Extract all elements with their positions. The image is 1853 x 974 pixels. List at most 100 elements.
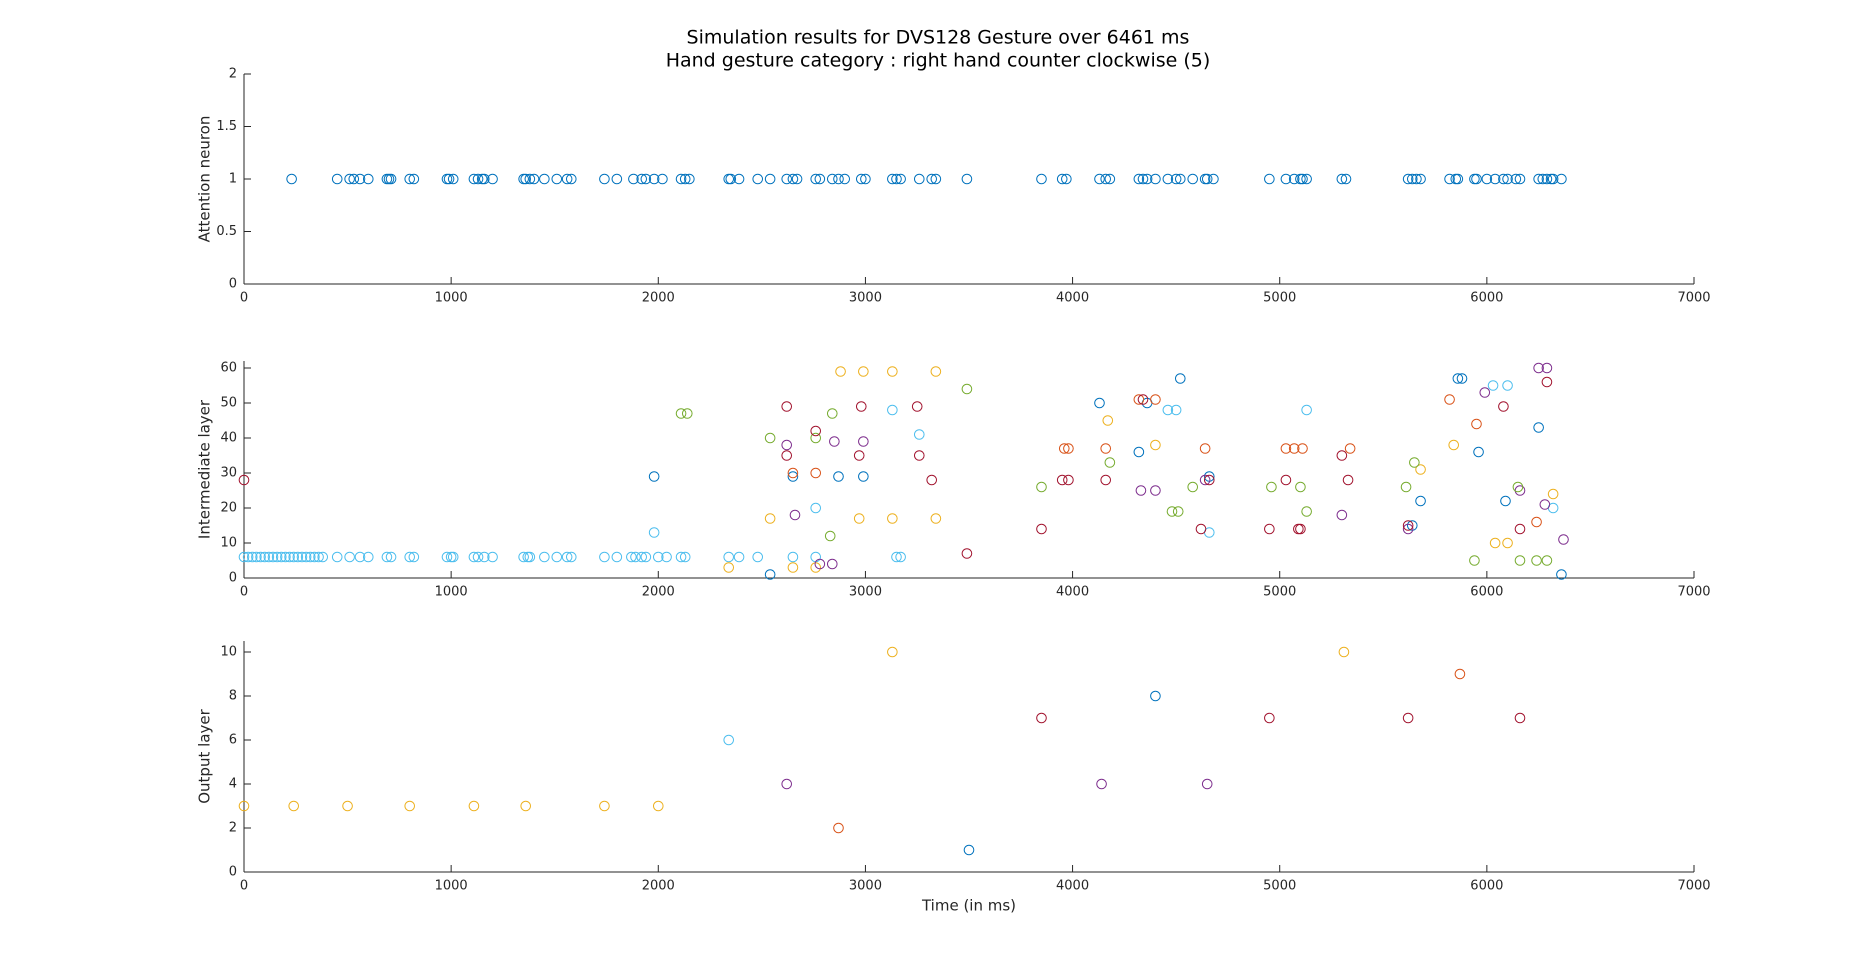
data-point	[447, 551, 459, 563]
data-point	[1533, 362, 1544, 374]
data-point	[853, 513, 865, 524]
y-axis-label: Attention neuron	[196, 116, 214, 243]
data-point	[752, 173, 764, 185]
data-point	[1541, 362, 1553, 374]
data-point	[1402, 523, 1414, 535]
data-point	[648, 471, 660, 482]
x-tick-label: 7000	[1677, 291, 1710, 306]
data-point	[891, 551, 902, 563]
data-point	[1056, 173, 1068, 185]
data-point	[1150, 690, 1161, 702]
data-point	[764, 432, 776, 444]
data-point	[551, 551, 563, 563]
data-point	[404, 173, 416, 185]
data-point	[1547, 173, 1559, 185]
data-point	[764, 569, 776, 580]
data-point	[1469, 555, 1480, 566]
data-point	[1150, 173, 1161, 185]
data-point	[913, 450, 925, 461]
data-point	[1063, 443, 1074, 454]
data-point	[1336, 450, 1348, 461]
data-point	[300, 551, 312, 563]
data-point	[826, 558, 838, 570]
data-point	[1471, 173, 1482, 185]
data-point	[1342, 474, 1354, 486]
data-point	[1102, 415, 1114, 426]
y-tick-label: 20	[220, 501, 237, 516]
data-point	[652, 800, 664, 812]
data-point	[1036, 173, 1047, 185]
data-point	[478, 173, 490, 185]
data-point	[1406, 173, 1418, 185]
data-point	[565, 551, 577, 563]
data-point	[1100, 173, 1112, 185]
data-point	[814, 558, 826, 570]
data-point	[1288, 173, 1300, 185]
data-point	[1172, 506, 1184, 517]
data-point	[1162, 173, 1174, 185]
data-point	[524, 173, 536, 185]
x-tick-label: 5000	[1263, 585, 1296, 600]
data-point	[913, 429, 925, 440]
data-point	[1266, 481, 1277, 493]
data-point	[1201, 173, 1213, 185]
data-point	[733, 551, 745, 563]
data-point	[611, 173, 623, 185]
data-point	[263, 551, 275, 563]
data-point	[447, 173, 459, 185]
data-point	[860, 173, 871, 185]
y-tick-label: 0.5	[216, 224, 237, 239]
data-point	[1135, 485, 1147, 496]
data-point	[1137, 394, 1149, 405]
data-point	[1514, 523, 1526, 535]
x-tick-label: 2000	[642, 291, 675, 306]
data-point	[1415, 173, 1426, 185]
data-point	[1556, 569, 1567, 580]
data-point	[810, 551, 822, 563]
y-tick-label: 8	[229, 689, 237, 704]
data-point	[381, 173, 393, 185]
data-point	[1036, 481, 1047, 493]
data-point	[1489, 537, 1501, 549]
data-point	[636, 173, 648, 185]
data-point	[445, 551, 457, 563]
x-tick-label: 7000	[1677, 585, 1710, 600]
data-point	[961, 383, 973, 395]
data-point	[1531, 555, 1542, 566]
data-point	[895, 173, 906, 185]
y-tick-label: 1	[229, 172, 237, 187]
data-point	[858, 471, 869, 482]
data-point	[408, 173, 420, 185]
data-point	[1502, 173, 1513, 185]
data-point	[520, 173, 532, 185]
x-axis-label: Time (in ms)	[921, 897, 1016, 915]
data-point	[1297, 443, 1308, 454]
data-point	[472, 551, 484, 563]
data-point	[733, 173, 745, 185]
data-point	[259, 551, 271, 563]
data-point	[599, 551, 610, 563]
data-point	[238, 551, 250, 563]
data-point	[1473, 446, 1484, 458]
data-point	[1301, 404, 1312, 416]
data-point	[833, 822, 844, 834]
data-point	[280, 551, 291, 563]
x-tick-label: 6000	[1470, 585, 1503, 600]
data-point	[1058, 443, 1070, 454]
y-tick-label: 1.5	[216, 119, 237, 134]
data-point	[1104, 173, 1116, 185]
data-point	[1264, 173, 1275, 185]
data-point	[1411, 173, 1422, 185]
data-point	[1162, 404, 1174, 416]
data-point	[1533, 422, 1544, 433]
data-point	[887, 646, 898, 658]
data-point	[472, 173, 484, 185]
data-point	[824, 530, 836, 542]
data-point	[1061, 173, 1072, 185]
data-point	[271, 551, 283, 563]
data-point	[1415, 495, 1426, 507]
data-point	[723, 173, 735, 185]
data-point	[404, 800, 416, 812]
data-point	[309, 551, 320, 563]
data-point	[1469, 173, 1480, 185]
